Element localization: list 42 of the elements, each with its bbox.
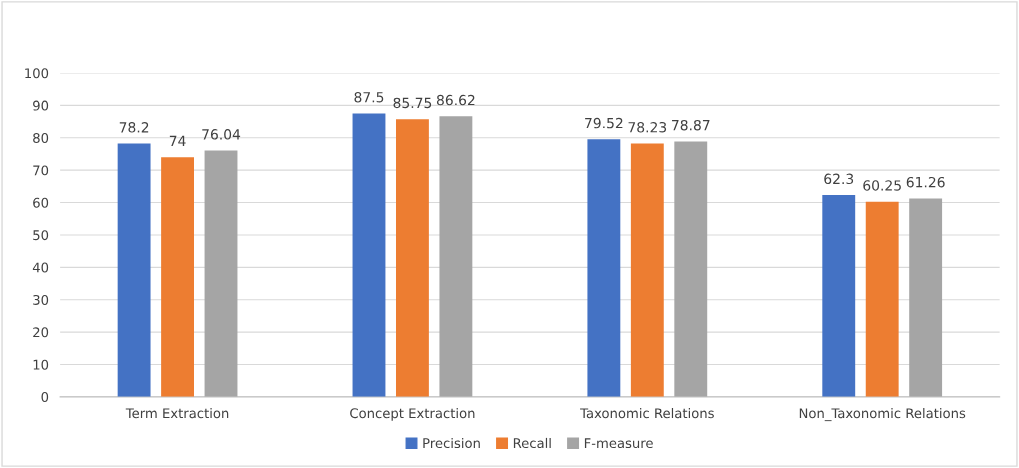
bar (822, 195, 856, 397)
y-tick-label: 80 (33, 133, 49, 143)
y-tick-label: 0 (41, 392, 49, 403)
bar (161, 157, 194, 397)
legend-label: Recall (513, 437, 551, 449)
data-label: 60.25 (863, 180, 901, 191)
data-label: 79.52 (585, 117, 623, 129)
x-tick-label: Taxonomic Relations (580, 407, 714, 419)
bar (117, 143, 151, 397)
bar (909, 198, 943, 397)
bar (587, 139, 621, 397)
bar (439, 116, 473, 397)
y-tick-label: 40 (32, 262, 49, 273)
y-tick-label: 70 (33, 165, 49, 176)
y-tick-label: 100 (25, 68, 49, 79)
data-label: 74 (169, 135, 186, 146)
legend-label: Precision (423, 437, 480, 449)
data-label: 78.2 (119, 122, 149, 133)
bar (865, 201, 899, 397)
y-tick-label: 20 (33, 327, 49, 338)
data-label: 78.87 (672, 119, 710, 131)
y-tick-label: 90 (33, 100, 49, 111)
bar (352, 113, 386, 397)
y-tick-label: 60 (33, 197, 49, 208)
bar (396, 119, 429, 397)
data-label: 61.26 (906, 176, 945, 188)
bar (204, 150, 238, 397)
data-label: 87.5 (354, 91, 384, 103)
data-label: 76.04 (202, 129, 241, 140)
data-label: 62.3 (824, 173, 854, 185)
data-label: 78.23 (628, 121, 667, 133)
x-tick-label: Term Extraction (125, 407, 229, 419)
bar (674, 141, 708, 397)
y-tick-label: 50 (33, 230, 49, 241)
x-tick-label: Concept Extraction (350, 407, 475, 421)
y-tick-label: 30 (33, 294, 49, 305)
x-tick-label: Non_Taxonomic Relations (799, 407, 966, 422)
bar (630, 143, 664, 397)
data-label: 86.62 (436, 94, 475, 106)
y-tick-label: 10 (33, 359, 49, 370)
legend-label: F-measure (584, 438, 653, 449)
data-label: 85.75 (393, 97, 432, 109)
